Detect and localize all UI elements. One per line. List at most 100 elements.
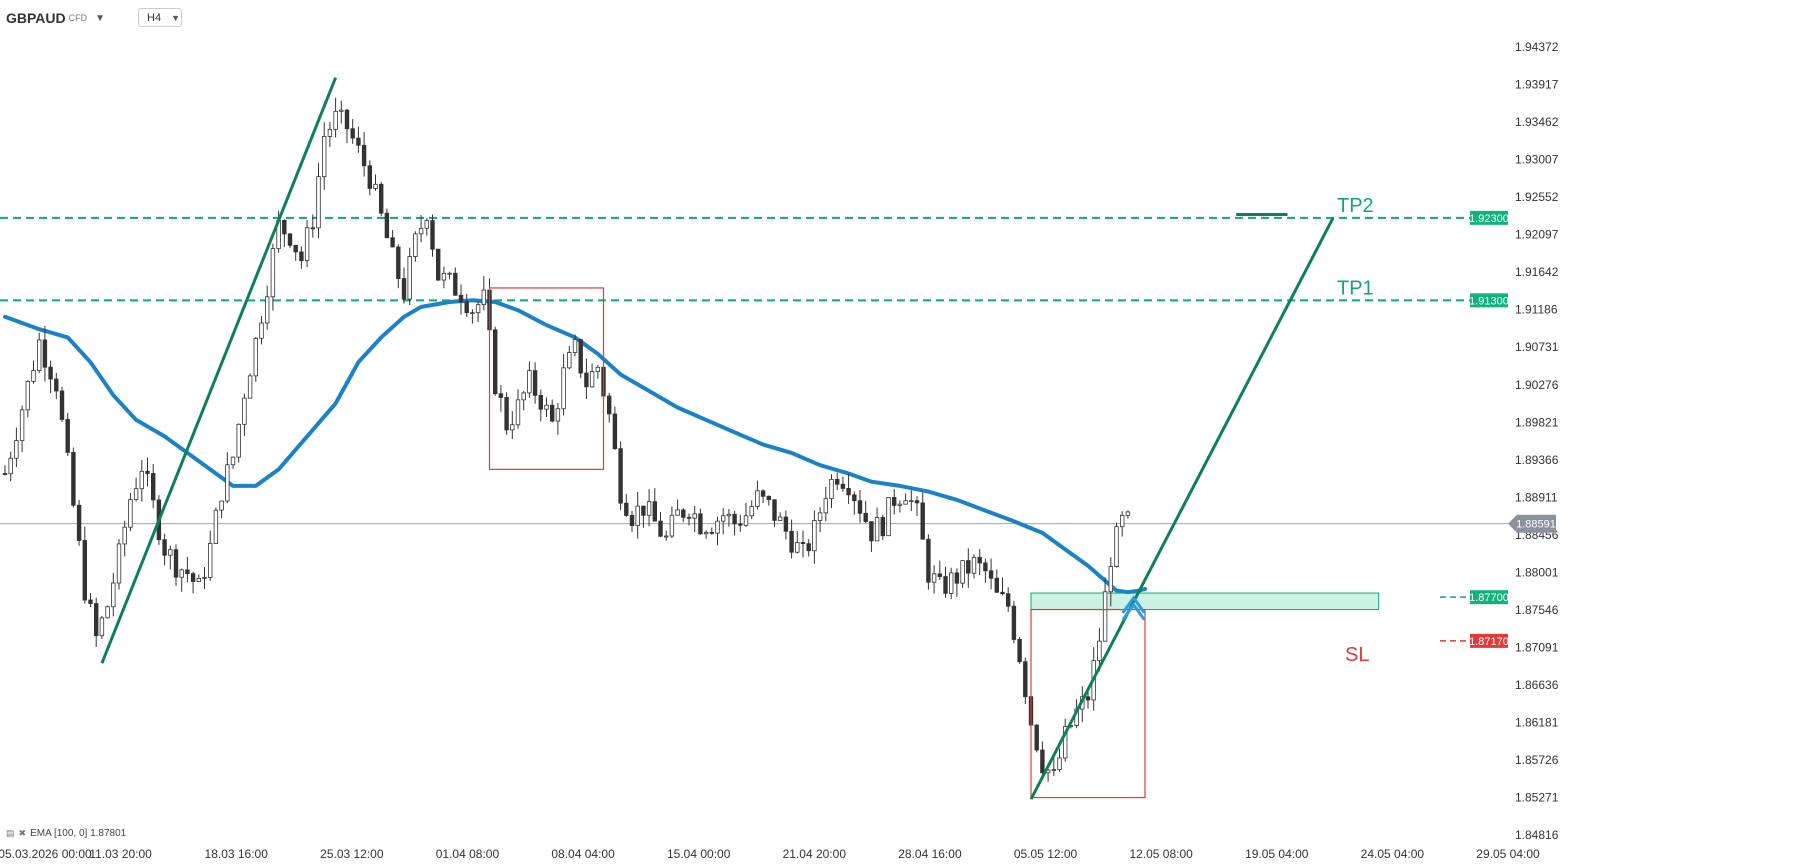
candle (977, 549, 982, 576)
y-tick-label: 1.88911 (1515, 490, 1558, 504)
candle-body (550, 404, 555, 422)
candle (1000, 577, 1005, 596)
candle (378, 181, 384, 217)
price-tag-label: 1.92300 (1469, 213, 1509, 225)
candle (715, 516, 720, 546)
x-tick-label: 19.05 04:00 (1245, 847, 1309, 861)
candle (133, 477, 139, 502)
candle-body (236, 423, 241, 458)
candle-body (800, 542, 806, 545)
settings-icon[interactable]: ▤ (6, 828, 15, 838)
candle (407, 247, 412, 305)
candle (772, 499, 777, 528)
candle (1108, 557, 1113, 607)
candle-body (852, 494, 857, 502)
candle-body (111, 582, 116, 608)
candle-body (692, 513, 697, 519)
candle-body (857, 500, 863, 514)
close-icon[interactable]: ✖ (18, 828, 27, 838)
symbol-selector[interactable]: GBPAUD CFD ▼ (6, 8, 105, 28)
indicator-legend[interactable]: ▤ ✖ EMA [100, 0] 1.87801 (6, 828, 126, 839)
candle (31, 360, 36, 384)
candle-body (447, 272, 452, 275)
candle (721, 508, 726, 535)
x-tick-label: 01.04 08:00 (436, 847, 500, 861)
candle (321, 122, 327, 190)
x-tick-label: 24.05 04:00 (1361, 847, 1425, 861)
candle (162, 533, 167, 566)
price-axis[interactable]: 1.94372 1.93917 1.93462 1.93007 1.92552 1.920… (1515, 40, 1559, 842)
candle (339, 100, 344, 124)
candle-body (510, 424, 515, 431)
candle-body (99, 617, 105, 637)
symbol-name: GBPAUD (6, 10, 66, 26)
candle (738, 514, 743, 532)
candle (42, 326, 48, 382)
candle (971, 554, 977, 579)
candle (686, 513, 692, 526)
candle-body (310, 227, 315, 230)
candle (954, 568, 960, 597)
candle-body (25, 380, 30, 411)
candle-body (464, 301, 469, 314)
y-tick-label: 1.91186 (1515, 303, 1558, 317)
candle-body (943, 576, 948, 594)
candle (128, 493, 133, 532)
candle-body (527, 370, 532, 394)
candle-body (738, 523, 743, 526)
candle (829, 474, 834, 509)
candle-body (145, 470, 150, 474)
candle (926, 534, 931, 590)
candle (299, 246, 304, 269)
candle (1097, 628, 1102, 672)
candle-body (396, 246, 401, 279)
candle (949, 567, 954, 600)
candle-body (333, 110, 338, 130)
candle (504, 392, 509, 435)
candle (116, 539, 122, 590)
candle-body (42, 339, 48, 368)
candle (94, 597, 99, 647)
trend-line (1029, 217, 1335, 800)
candle-body (242, 397, 247, 425)
candle (99, 615, 105, 640)
candle-body (304, 227, 310, 262)
candle (857, 490, 863, 523)
candle (88, 593, 93, 608)
candle (447, 271, 452, 280)
candle (304, 219, 310, 267)
candle (310, 214, 315, 238)
candle-body (344, 109, 350, 130)
candle (635, 491, 640, 539)
candle (396, 244, 401, 289)
candle-body (1097, 640, 1102, 662)
candle (766, 495, 771, 506)
candle-body (219, 500, 224, 511)
candle-body (190, 573, 196, 582)
candle (646, 489, 652, 527)
candle-body (71, 452, 76, 506)
candle (213, 507, 219, 545)
candle-body (538, 394, 543, 410)
candle (994, 569, 999, 593)
candle (236, 423, 241, 463)
candle (401, 267, 407, 304)
candle (931, 565, 937, 594)
candle-body (1102, 591, 1108, 642)
price-tag-bg (1470, 293, 1508, 308)
candle-body (709, 531, 714, 534)
x-tick-label: 21.04 20:00 (783, 847, 847, 861)
candle-body (532, 370, 538, 396)
candle-body (966, 560, 971, 574)
candle-body (926, 538, 931, 583)
candle-body (356, 137, 361, 146)
candle (111, 572, 116, 617)
candle-body (299, 251, 304, 262)
timeframe-selector[interactable]: H4 ▼ (138, 8, 182, 27)
candle-body (760, 490, 766, 497)
candle-body (1000, 591, 1005, 595)
candle-body (270, 248, 276, 298)
candle-body (225, 464, 230, 502)
